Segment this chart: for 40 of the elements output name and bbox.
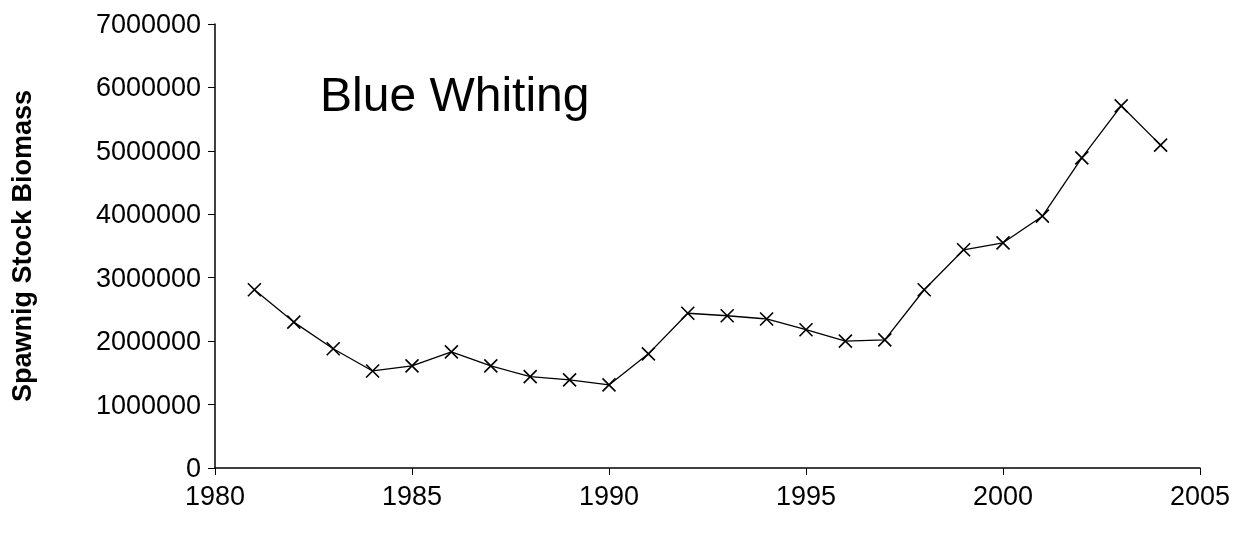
point [325, 341, 341, 357]
point [956, 242, 971, 258]
point [719, 308, 735, 324]
point [562, 372, 577, 388]
x-tick-label: 1990 [578, 480, 640, 511]
point [995, 235, 1011, 251]
y-tick-label: 4000000 [95, 199, 201, 230]
y-axis-title: Spawnig Stock Biomass [6, 89, 37, 403]
y-tick-label: 0 [185, 453, 201, 483]
y-tick-label: 2000000 [95, 326, 201, 357]
point [1074, 150, 1090, 166]
point [483, 358, 499, 374]
x-tick-label: 1980 [184, 480, 246, 511]
point [759, 311, 774, 327]
point [641, 346, 656, 362]
point [1035, 208, 1050, 224]
x-tick-label: 1985 [381, 480, 443, 511]
point [877, 332, 893, 348]
y-tick-label: 7000000 [95, 9, 201, 39]
point [1113, 98, 1129, 114]
y-tick-label: 3000000 [95, 262, 201, 293]
x-tick-label: 2000 [972, 480, 1034, 511]
y-tick-label: 5000000 [95, 135, 201, 166]
point [601, 377, 617, 393]
y-tick-label: 1000000 [95, 389, 201, 420]
point [444, 344, 459, 360]
point [286, 314, 302, 330]
x-tick-label: 2005 [1169, 480, 1231, 511]
annotation: Blue Whiting [320, 67, 590, 121]
point [798, 322, 814, 338]
point [838, 333, 853, 349]
point [247, 282, 262, 298]
point [680, 305, 696, 321]
point [404, 358, 420, 374]
x-tick-label: 1995 [775, 480, 837, 511]
point [522, 369, 538, 384]
point [365, 363, 380, 379]
y-tick-label: 6000000 [95, 72, 201, 103]
point [916, 282, 932, 298]
point [1153, 137, 1168, 153]
